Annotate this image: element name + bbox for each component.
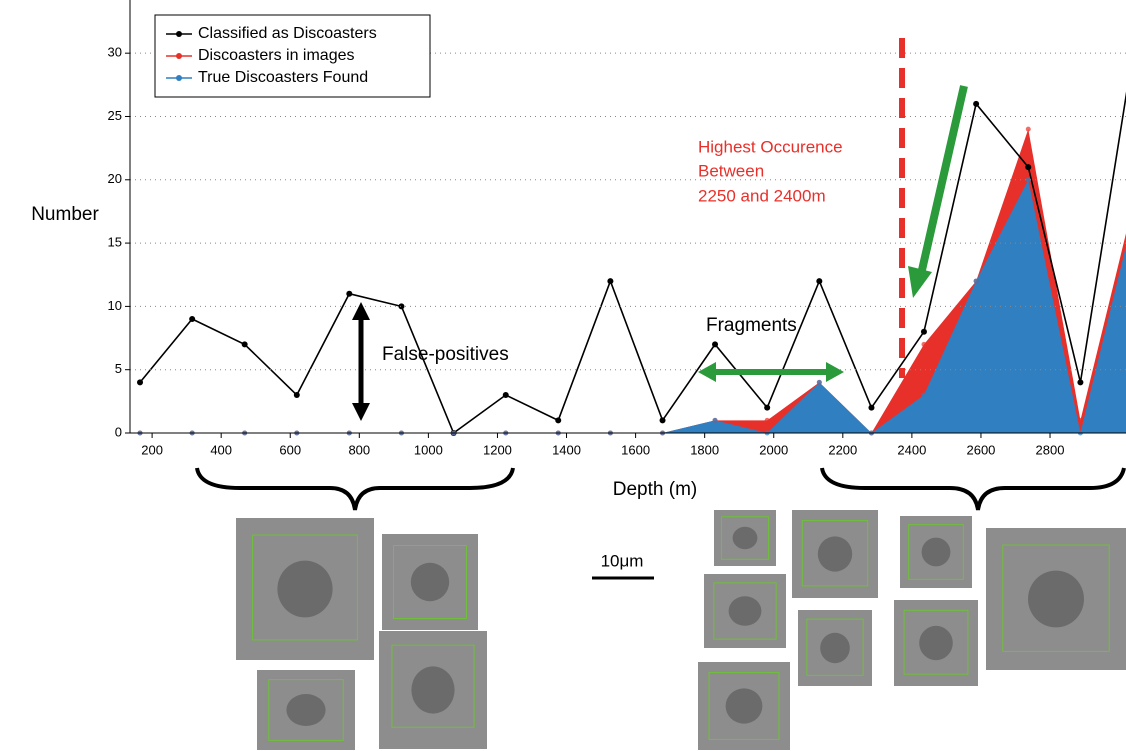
micrographs xyxy=(236,510,1126,750)
marker xyxy=(1077,379,1084,386)
marker xyxy=(816,379,822,385)
y-tick-label: 20 xyxy=(108,171,122,186)
x-tick-label: 2200 xyxy=(828,442,857,457)
marker xyxy=(921,392,927,398)
annotation: Between xyxy=(698,161,764,180)
marker xyxy=(921,341,927,347)
detection-box xyxy=(391,644,475,728)
x-tick-label: 200 xyxy=(141,442,163,457)
marker xyxy=(764,404,771,411)
y-tick-label: 30 xyxy=(108,45,122,60)
detection-box xyxy=(708,672,780,740)
annotation: Highest Occurence xyxy=(698,137,843,156)
y-tick-label: 10 xyxy=(108,298,122,313)
marker xyxy=(920,328,927,335)
marker xyxy=(189,316,196,323)
legend: Classified as Discoasters Discoasters in … xyxy=(154,14,431,98)
marker xyxy=(1025,177,1031,183)
marker xyxy=(346,290,353,297)
detection-box xyxy=(393,545,467,619)
marker xyxy=(502,392,509,399)
fossil xyxy=(1028,570,1084,628)
brace xyxy=(195,467,515,511)
legend-label: Classified as Discoasters xyxy=(198,25,377,42)
marker xyxy=(1025,126,1031,132)
area xyxy=(140,179,1126,433)
y-tick-label: 5 xyxy=(115,361,122,376)
legend-marker xyxy=(176,31,182,37)
marker xyxy=(816,278,823,285)
legend-label: True Discoasters Found xyxy=(198,69,368,86)
marker xyxy=(973,278,979,284)
y-tick-label: 0 xyxy=(115,424,122,439)
detection-box xyxy=(903,609,969,675)
detection-box xyxy=(713,582,777,640)
detection-box xyxy=(908,524,964,580)
marker xyxy=(712,341,719,348)
marker xyxy=(712,417,718,423)
y-tick-label: 15 xyxy=(108,235,122,250)
detection-box xyxy=(268,679,344,741)
marker xyxy=(607,278,614,285)
plot-area: 0 5 10 15 20 25 30 200 400 600 800 1000 1200 1400 1600… xyxy=(108,0,1126,457)
x-tick-label: 2400 xyxy=(897,442,926,457)
marker xyxy=(293,392,300,399)
detection-box xyxy=(1002,544,1110,652)
fossil xyxy=(410,562,450,602)
marker xyxy=(659,417,666,424)
x-tick-label: 2600 xyxy=(966,442,995,457)
legend-marker xyxy=(176,53,182,59)
detection-box xyxy=(806,618,864,676)
marker xyxy=(398,303,405,310)
marker xyxy=(973,100,980,107)
fossil xyxy=(286,694,326,726)
marker xyxy=(868,404,875,411)
detection-box xyxy=(801,520,869,587)
scale-label: 10μm xyxy=(601,551,644,570)
fossil xyxy=(725,688,763,724)
x-tick-label: 1600 xyxy=(621,442,650,457)
x-tick-label: 1000 xyxy=(414,442,443,457)
fossil xyxy=(921,537,951,567)
false-positive-arrow xyxy=(352,302,370,421)
annotation: Fragments xyxy=(706,315,797,336)
x-tick-label: 1200 xyxy=(483,442,512,457)
y-tick-label: 25 xyxy=(108,108,122,123)
marker xyxy=(1077,417,1083,423)
marker xyxy=(1025,164,1032,171)
x-tick-label: 2000 xyxy=(759,442,788,457)
fragments-arrow xyxy=(698,362,844,382)
legend-label: Discoasters in images xyxy=(198,47,355,64)
marker xyxy=(137,379,144,386)
x-tick-label: 800 xyxy=(348,442,370,457)
marker xyxy=(241,341,248,348)
fossil xyxy=(277,560,333,618)
x-tick-label: 400 xyxy=(210,442,232,457)
fossil xyxy=(411,666,455,714)
fossil xyxy=(820,632,850,664)
annotation: False-positives xyxy=(382,344,509,365)
line xyxy=(139,91,1126,435)
x-tick-label: 1800 xyxy=(690,442,719,457)
x-tick-label: 1400 xyxy=(552,442,581,457)
marker xyxy=(555,417,562,424)
fossil xyxy=(728,596,762,626)
trend-arrow xyxy=(908,85,968,298)
y-axis-label: Number xyxy=(31,204,99,225)
detection-box xyxy=(252,534,358,641)
brace xyxy=(820,467,1126,511)
x-tick-label: 2800 xyxy=(1036,442,1065,457)
x-axis-label: Depth (m) xyxy=(613,479,697,500)
fossil xyxy=(919,625,953,661)
legend-marker xyxy=(176,75,182,81)
fossil xyxy=(817,536,853,572)
annotation: 2250 and 2400m xyxy=(698,186,826,205)
fossil xyxy=(732,526,758,550)
marker xyxy=(764,417,770,423)
legend-box xyxy=(154,14,431,98)
x-tick-label: 600 xyxy=(279,442,301,457)
detection-box xyxy=(720,516,770,560)
